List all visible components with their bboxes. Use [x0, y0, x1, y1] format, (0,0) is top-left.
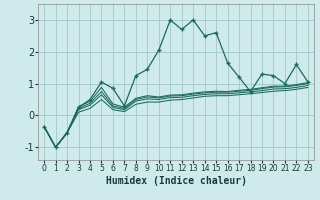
- X-axis label: Humidex (Indice chaleur): Humidex (Indice chaleur): [106, 176, 246, 186]
